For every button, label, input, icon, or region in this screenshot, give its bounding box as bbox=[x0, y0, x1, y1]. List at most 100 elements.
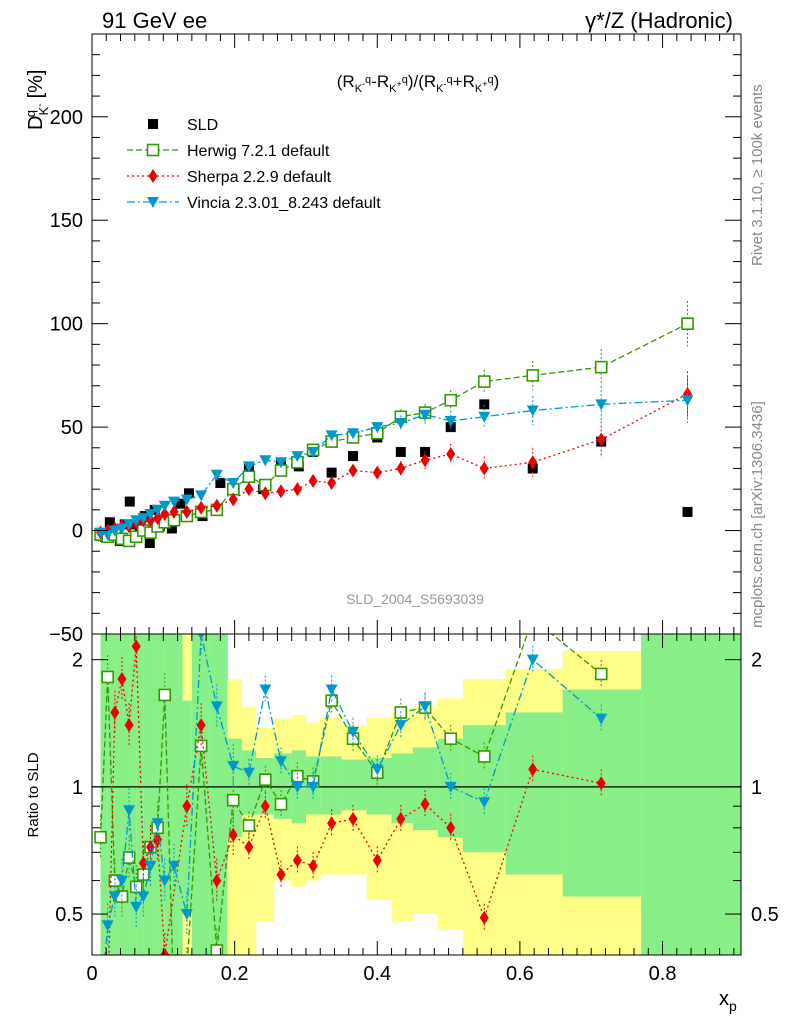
ratio-point-herwig bbox=[94, 830, 107, 844]
main-point-vincia bbox=[158, 500, 171, 512]
ratio-point-herwig bbox=[594, 667, 608, 681]
ratio-point-sherpa bbox=[131, 639, 141, 654]
main-point-sherpa bbox=[348, 463, 358, 478]
ylabel-unit: [%] bbox=[25, 70, 47, 104]
ratio-point-vincia bbox=[478, 797, 491, 809]
main-point-vincia bbox=[242, 461, 255, 473]
ratio-band-stat bbox=[143, 634, 151, 955]
main-y-axis-label: DK- q [%] bbox=[23, 70, 51, 130]
main-point-vincia bbox=[347, 428, 360, 440]
ratio-point-vincia bbox=[151, 818, 164, 830]
main-point-sld bbox=[104, 517, 115, 528]
ratio-point-vincia bbox=[325, 684, 338, 696]
main-y-tick-label: 200 bbox=[50, 107, 83, 129]
formula-sub2: K bbox=[389, 83, 397, 95]
x-tick-label: 0.2 bbox=[221, 963, 249, 985]
ratio-band-stat bbox=[136, 634, 144, 955]
ratio-point-sherpa bbox=[479, 910, 489, 925]
main-y-tick-label: 50 bbox=[61, 417, 83, 439]
main-point-vincia bbox=[144, 509, 157, 520]
legend-item-sld: SLD bbox=[148, 117, 218, 134]
main-point-sld bbox=[682, 506, 693, 517]
ratio-point-vincia bbox=[419, 701, 432, 713]
legend-item-vincia: Vincia 2.3.01_8.243 default bbox=[127, 195, 381, 212]
legend-marker-herwig bbox=[146, 143, 160, 157]
ratio-point-herwig bbox=[477, 750, 491, 763]
main-point-vincia bbox=[115, 523, 128, 535]
ratio-line-vincia bbox=[104, 634, 602, 955]
ratio-point-herwig bbox=[527, 613, 538, 624]
main-point-sherpa bbox=[260, 486, 270, 501]
main-point-vincia bbox=[210, 469, 223, 481]
ratio-point-sherpa bbox=[396, 811, 406, 826]
main-point-vincia bbox=[227, 477, 240, 489]
main-point-sherpa bbox=[276, 484, 286, 499]
ratio-band-stat bbox=[391, 753, 414, 824]
ylabel-sub: K bbox=[36, 107, 51, 116]
ratio-point-sherpa bbox=[372, 853, 382, 868]
main-point-vincia bbox=[151, 504, 164, 516]
ratio-point-sherpa bbox=[182, 799, 192, 814]
ratio-point-sherpa bbox=[596, 776, 606, 791]
ratio-point-sherpa bbox=[212, 873, 222, 888]
main-point-sherpa bbox=[145, 513, 155, 528]
formula-sup2: q bbox=[402, 74, 408, 86]
ratio-band-stat bbox=[562, 689, 642, 897]
legend-marker-vincia bbox=[147, 197, 159, 208]
main-point-vincia bbox=[168, 496, 181, 508]
ratio-point-sherpa bbox=[110, 705, 120, 720]
ratio-point-herwig bbox=[444, 732, 458, 746]
main-point-sherpa bbox=[212, 498, 222, 513]
ratio-series-sherpa bbox=[103, 634, 606, 1015]
ratio-point-sherpa bbox=[196, 718, 206, 733]
formula-open: (R bbox=[337, 72, 355, 91]
formula-mid: -R bbox=[371, 72, 389, 91]
ratio-band-stat bbox=[121, 634, 130, 955]
ratio-point-sherpa bbox=[348, 811, 358, 826]
ratio-point-sherpa bbox=[117, 671, 127, 686]
main-point-sld bbox=[124, 496, 135, 507]
legend-item-sherpa: Sherpa 2.2.9 default bbox=[127, 169, 332, 186]
main-point-sld bbox=[175, 498, 186, 509]
formula-sub3: K bbox=[436, 83, 444, 95]
formula-sup1: q bbox=[365, 74, 371, 86]
ratio-point-sherpa bbox=[138, 856, 148, 871]
main-y-tick-label: 150 bbox=[50, 210, 83, 232]
main-point-vincia bbox=[325, 430, 338, 442]
main-point-sld bbox=[326, 467, 337, 478]
ratio-band-stat bbox=[100, 634, 108, 955]
ratio-point-vincia bbox=[108, 891, 121, 903]
formula-sub4: K bbox=[475, 83, 483, 95]
main-point-vincia bbox=[291, 451, 304, 463]
ratio-point-vincia bbox=[144, 860, 157, 872]
ratio-band-stat bbox=[114, 634, 123, 955]
main-point-sherpa bbox=[327, 475, 337, 490]
ratio-point-sherpa bbox=[292, 853, 302, 868]
ratio-point-vincia bbox=[101, 920, 114, 932]
ratio-point-vincia bbox=[595, 713, 608, 725]
main-point-vincia bbox=[478, 411, 491, 423]
legend-marker-sld bbox=[148, 119, 158, 129]
ratio-point-sherpa bbox=[103, 1001, 112, 1015]
main-y-tick-label: 100 bbox=[50, 314, 83, 336]
ratio-y-tick-label-right: 0.5 bbox=[751, 904, 779, 926]
main-point-sld bbox=[144, 537, 155, 548]
ratio-band-stat bbox=[505, 712, 564, 875]
ratio-point-vincia bbox=[168, 860, 181, 872]
x-tick-label: 0.8 bbox=[649, 963, 677, 985]
ratio-y-tick-label-right: 2 bbox=[751, 650, 762, 672]
ratio-point-sherpa bbox=[276, 867, 286, 882]
ratio-series-vincia bbox=[101, 634, 608, 955]
main-point-vincia bbox=[259, 455, 272, 467]
ratio-point-herwig bbox=[226, 793, 240, 807]
ratio-y-axis-label: Ratio to SLD bbox=[25, 752, 42, 837]
ratio-band-stat bbox=[320, 756, 342, 815]
main-point-sherpa bbox=[292, 482, 302, 497]
main-point-vincia bbox=[595, 399, 608, 411]
ylabel-base: D bbox=[25, 116, 47, 130]
ratio-point-vincia bbox=[115, 875, 128, 887]
formula-sup3: q bbox=[447, 74, 453, 86]
main-point-herwig bbox=[594, 360, 608, 374]
main-point-sherpa bbox=[396, 461, 406, 476]
legend-label-sld: SLD bbox=[187, 117, 218, 134]
